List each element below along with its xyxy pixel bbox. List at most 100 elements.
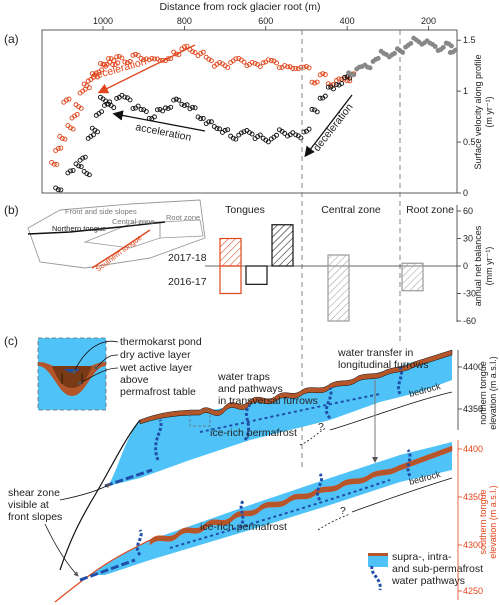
map-southern-line [91,229,151,269]
inset-cross-section [37,337,107,411]
year-2017-18: 2017-18 [168,252,207,264]
data-point [233,56,239,62]
map-root-label: Root zone [166,213,200,222]
data-point [274,132,279,138]
data-point [114,95,120,101]
data-point [68,125,73,131]
data-point [325,81,331,87]
b-ytick-label-3: -30 [463,289,476,299]
data-point [257,64,263,70]
data-point [198,116,204,122]
data-point [143,56,149,62]
data-point [133,51,139,57]
data-point [97,61,103,66]
data-point [95,129,100,135]
data-point [260,60,266,66]
b-ytick-label-1: 30 [463,234,473,244]
data-point [247,130,252,136]
data-point [179,101,185,107]
data-point [143,109,149,114]
data-point [342,74,347,80]
data-point [114,54,120,60]
panel-a-yunit: (m yr⁻¹) [484,96,494,127]
data-point [206,56,212,62]
south-pathway-4 [406,449,412,477]
data-point [314,109,320,115]
top-axis-ticks: 1000 800 600 400 200 [93,16,436,30]
data-point [285,133,291,139]
pointer-wet [77,367,119,387]
data-point [176,97,182,103]
data-point [168,104,174,110]
series-0 [49,43,357,167]
data-point [225,65,231,70]
data-point [63,97,69,103]
panel-c-letter: (c) [4,334,18,348]
data-point [293,132,299,138]
data-point [244,63,250,69]
data-point [298,135,304,141]
south-question: ? [340,505,346,517]
data-point [252,61,258,66]
data-point [110,62,116,67]
traps-label-3: in transversal furrows [218,395,318,407]
north-pathway-2 [243,403,252,441]
inset-wet-label-1: wet active layer [119,362,193,374]
annot-acceleration: acceleration [134,121,192,144]
map-root-outline [159,219,204,239]
map-front-label: Front and side slopes [65,207,137,216]
data-point [90,132,96,138]
data-point [322,72,328,77]
data-point [99,109,105,115]
north-front-slope [59,419,141,571]
b-ytick-label-2: 0 [463,261,468,271]
south-pathway-3 [315,473,323,501]
data-point [122,59,128,65]
a-ytick-label-3: 1.5 [463,35,476,45]
data-point [138,107,144,112]
data-point [241,59,247,65]
data-point [317,72,323,78]
top-tick-label-0: 1000 [93,16,113,26]
data-point [86,85,92,91]
data-point [115,60,121,66]
data-point [249,131,255,137]
data-point [59,135,65,141]
map-north-label: Northern tongue [52,224,106,233]
data-point [127,97,133,103]
data-point [152,114,157,120]
data-point [309,106,315,112]
data-point [181,103,187,108]
pointer-pond [71,340,119,375]
data-point [304,64,309,70]
top-axis-label: Distance from rock glacier root (m) [159,1,320,13]
data-point [135,103,141,109]
data-point [192,105,198,111]
data-point [78,105,84,111]
data-point [106,101,112,107]
data-point [217,60,223,66]
data-point [282,63,288,69]
data-point [51,161,57,167]
data-point [322,93,328,99]
inset-location-box [189,409,211,427]
data-point [138,56,144,61]
data-point [257,132,263,138]
panel-a-ylabel: Surface velocity along profile [473,54,483,169]
data-point [86,172,92,178]
south-pathway-long [169,479,391,549]
deceleration-arrow-top [97,44,196,94]
data-point [312,80,318,86]
data-point [293,65,299,71]
data-point [68,168,73,174]
data-point [198,51,204,56]
data-point [282,130,288,136]
data-point [62,136,68,142]
data-point [124,60,130,66]
data-point [301,129,307,135]
panel-b-ylabel: annual net balances [473,225,483,306]
south-ice-label: ice-rich permafrost [200,521,287,533]
north-axis-label-2: elevation (m a.s.l.) [488,356,498,430]
top-tick-label-1: 800 [177,16,192,26]
a-ytick-label-2: 1 [463,86,468,96]
